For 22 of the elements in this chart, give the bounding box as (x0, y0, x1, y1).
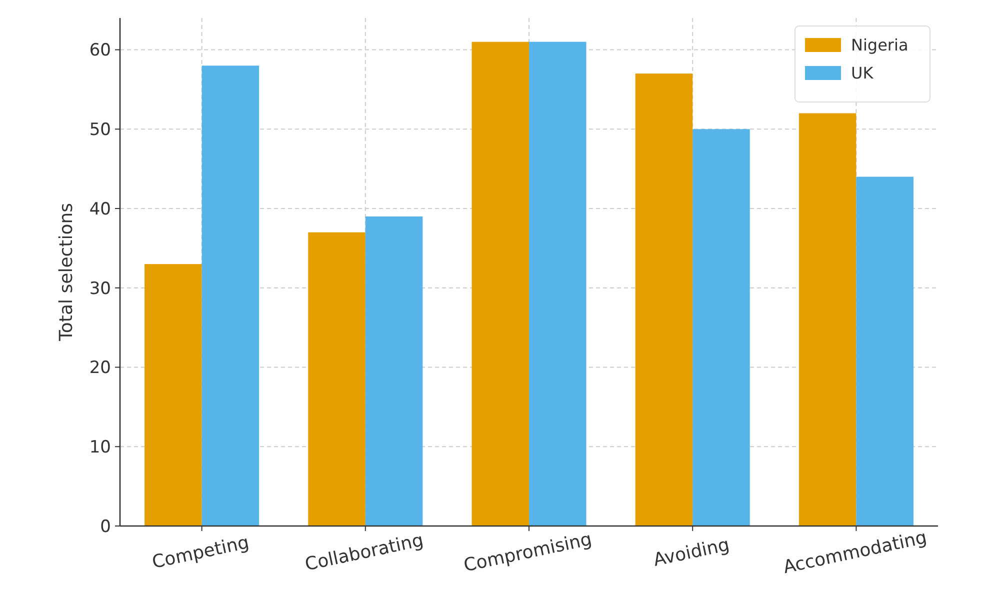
bar (692, 129, 750, 526)
bar (529, 42, 586, 526)
bar (856, 176, 914, 526)
bar (798, 113, 856, 526)
y-tick-label: 60 (89, 40, 111, 61)
bar (365, 216, 423, 526)
legend-label: UK (851, 64, 874, 83)
x-tick-label: Competing (150, 532, 252, 574)
y-tick-label: 40 (89, 199, 111, 220)
y-tick-label: 30 (89, 278, 111, 299)
y-tick-label: 20 (89, 358, 111, 378)
y-tick-label: 10 (89, 438, 111, 458)
bar (144, 264, 202, 526)
bar (202, 66, 260, 526)
bar (472, 42, 529, 526)
bar (635, 74, 693, 526)
y-axis-title: Total selections (56, 202, 77, 342)
legend-label: Nigeria (851, 36, 908, 55)
bar (308, 232, 366, 526)
y-tick-label: 50 (89, 120, 111, 140)
y-tick-label: 0 (100, 516, 111, 537)
x-tick-label: Avoiding (652, 534, 732, 571)
